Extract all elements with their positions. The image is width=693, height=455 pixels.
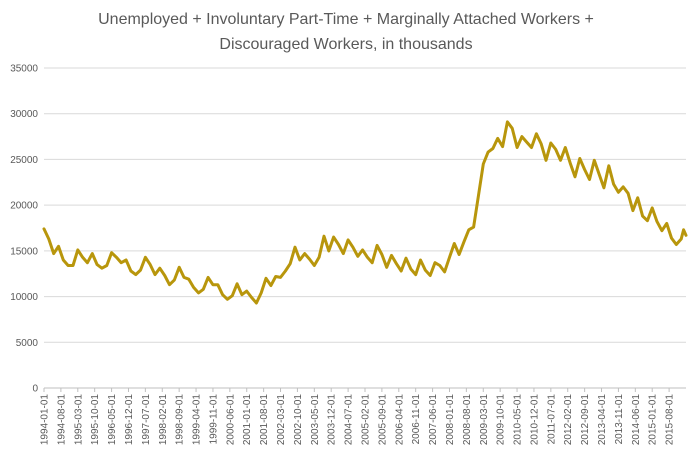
series-layer [42, 120, 688, 305]
x-tick-label: 2005-02-01 [361, 394, 372, 446]
x-tick-label: 2006-04-01 [394, 394, 405, 446]
y-tick-label: 0 [32, 384, 38, 395]
x-tick-label: 2010-05-01 [513, 394, 524, 446]
x-tick-label: 2007-06-01 [428, 394, 439, 446]
x-tick-label: 1998-02-01 [158, 394, 169, 446]
chart-title-line-2: Discouraged Workers, in thousands [219, 36, 472, 53]
y-tick-label: 30000 [10, 109, 38, 120]
x-axis-ticks: 1994-01-01 1994-08-01 1995-03-01 1995-10-01… [40, 388, 676, 445]
x-tick-label: 2012-02-01 [563, 394, 574, 446]
x-tick-label: 2008-08-01 [462, 394, 473, 446]
y-tick-label: 35000 [10, 64, 38, 75]
x-tick-label: 2001-08-01 [259, 394, 270, 446]
x-tick-label: 2013-11-01 [614, 394, 625, 445]
x-tick-label: 2004-07-01 [344, 394, 355, 446]
x-tick-label: 2001-01-01 [242, 394, 253, 446]
x-tick-label: 2015-08-01 [665, 394, 676, 446]
x-tick-label: 1995-03-01 [73, 394, 84, 446]
x-tick-label: 2013-04-01 [597, 394, 608, 446]
y-tick-label: 10000 [10, 292, 38, 303]
x-tick-label: 2003-12-01 [327, 394, 338, 446]
series-line [42, 120, 688, 305]
x-tick-label: 1994-08-01 [56, 394, 67, 446]
y-tick-label: 15000 [10, 246, 38, 257]
gridlines [44, 67, 686, 343]
x-tick-label: 2012-09-01 [580, 394, 591, 446]
x-tick-label: 1998-09-01 [175, 394, 186, 446]
x-tick-label: 1996-05-01 [107, 394, 118, 446]
x-tick-label: 1999-11-01 [208, 394, 219, 445]
x-tick-label: 2015-01-01 [648, 394, 659, 446]
chart-title-line-1: Unemployed + Involuntary Part-Time + Mar… [98, 11, 594, 28]
y-tick-label: 25000 [10, 155, 38, 166]
x-tick-label: 2002-03-01 [276, 394, 287, 446]
x-tick-label: 2014-06-01 [631, 394, 642, 446]
x-tick-label: 2011-07-01 [546, 394, 557, 445]
y-tick-label: 5000 [16, 338, 39, 349]
x-tick-label: 2003-05-01 [310, 394, 321, 446]
x-tick-label: 2002-10-01 [293, 394, 304, 446]
x-tick-label: 2005-09-01 [377, 394, 388, 446]
x-tick-label: 2008-01-01 [445, 394, 456, 446]
x-tick-label: 2009-03-01 [479, 394, 490, 446]
x-tick-label: 2009-10-01 [496, 394, 507, 446]
x-tick-label: 1996-12-01 [124, 394, 135, 446]
y-tick-label: 20000 [10, 201, 38, 212]
x-tick-label: 2010-12-01 [529, 394, 540, 446]
x-tick-label: 1997-07-01 [141, 394, 152, 446]
x-tick-label: 1994-01-01 [40, 394, 51, 446]
x-tick-label: 1995-10-01 [90, 394, 101, 446]
x-tick-label: 1999-04-01 [192, 394, 203, 446]
y-axis-ticks: 0 5000 10000 15000 20000 25000 30000 35000 [10, 64, 38, 395]
x-tick-label: 2000-06-01 [225, 394, 236, 446]
x-tick-label: 2006-11-01 [411, 394, 422, 445]
